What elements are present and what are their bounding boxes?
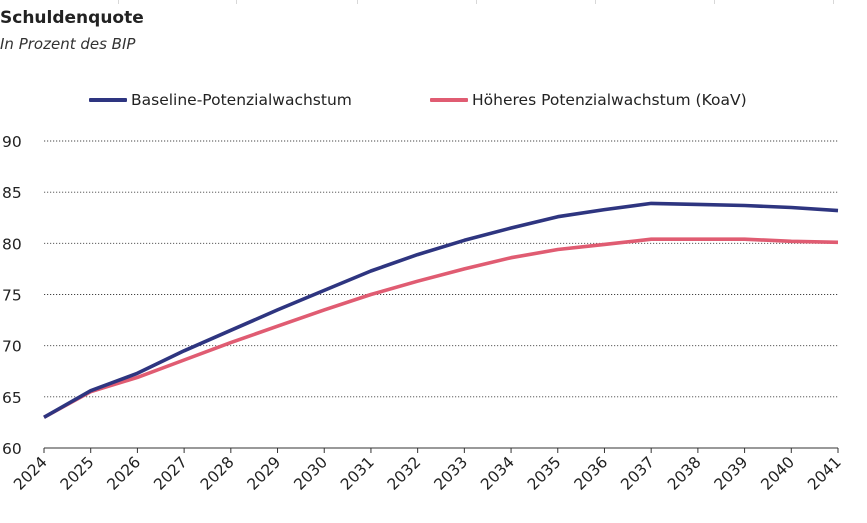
legend-label-hoeher: Höheres Potenzialwachstum (KoaV)	[472, 91, 747, 109]
y-tick-label-65: 65	[2, 389, 22, 407]
x-tick-label-2026: 2026	[104, 453, 145, 494]
top-rule	[0, 0, 867, 4]
x-tick-label-2025: 2025	[57, 453, 98, 494]
x-tick-label-2036: 2036	[571, 453, 612, 494]
x-tick-label-2028: 2028	[197, 453, 238, 494]
x-tick-label-2041: 2041	[804, 453, 845, 494]
legend-label-baseline: Baseline-Potenzialwachstum	[131, 91, 352, 109]
x-tick-label-2040: 2040	[757, 453, 798, 494]
series-line-baseline	[43, 201, 839, 419]
x-tick-label-2039: 2039	[711, 453, 752, 494]
x-tick-label-2024: 2024	[10, 453, 51, 494]
legend-item-baseline: Baseline-Potenzialwachstum	[89, 91, 352, 109]
x-tick-label-2038: 2038	[664, 453, 705, 494]
legend: Baseline-Potenzialwachstum Höheres Poten…	[0, 91, 867, 113]
y-tick-label-60: 60	[2, 440, 22, 458]
y-tick-label-85: 85	[2, 184, 22, 202]
y-tick-label-70: 70	[2, 338, 22, 356]
x-tick-label-2034: 2034	[477, 453, 518, 494]
chart-subtitle: In Prozent des BIP	[0, 35, 136, 53]
grid-layer	[44, 140, 838, 398]
y-tick-label-90: 90	[2, 133, 22, 151]
legend-swatch-baseline	[89, 98, 127, 102]
x-tick-label-2035: 2035	[524, 453, 565, 494]
x-tick-label-2029: 2029	[244, 453, 285, 494]
x-tick-label-2031: 2031	[337, 453, 378, 494]
chart-title: Schuldenquote	[0, 8, 144, 28]
x-tick-label-2032: 2032	[384, 453, 425, 494]
x-tick-label-2037: 2037	[617, 453, 658, 494]
x-tick-label-2033: 2033	[431, 453, 472, 494]
y-tick-label-75: 75	[2, 287, 22, 305]
legend-item-hoeher: Höheres Potenzialwachstum (KoaV)	[430, 91, 747, 109]
x-tick-label-2030: 2030	[290, 453, 331, 494]
y-tick-label-80: 80	[2, 235, 22, 253]
legend-swatch-hoeher	[430, 98, 468, 102]
series-line-hoeher	[43, 237, 839, 419]
series-layer	[43, 201, 839, 419]
x-tick-label-2027: 2027	[150, 453, 191, 494]
